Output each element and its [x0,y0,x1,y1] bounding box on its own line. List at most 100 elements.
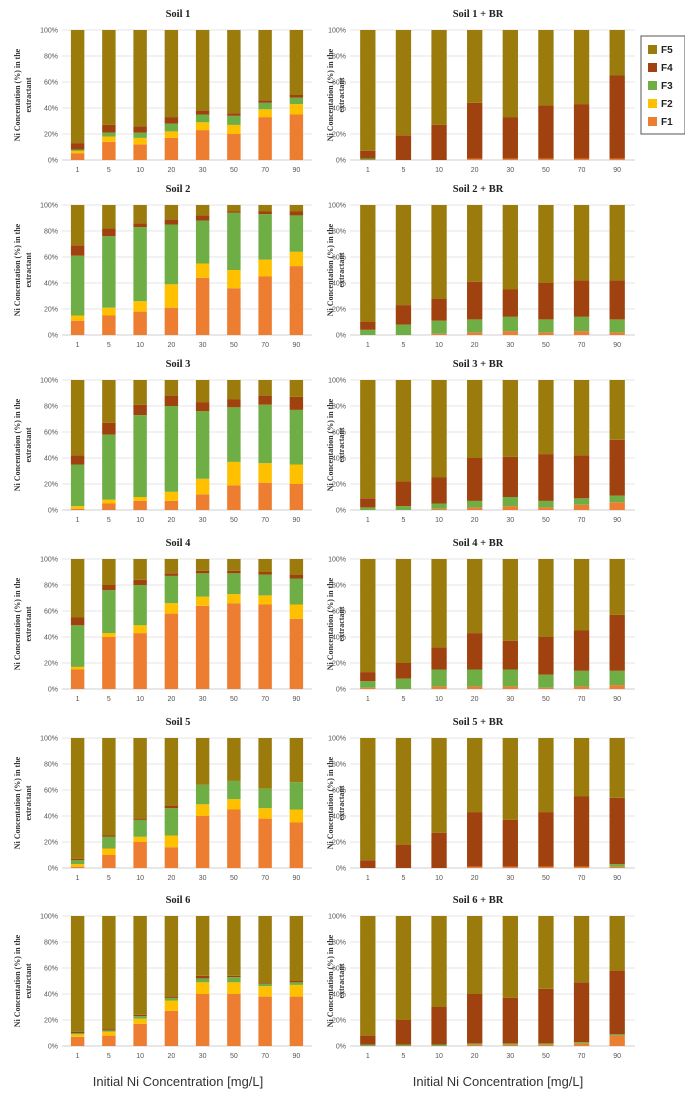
bar-segment-f3 [609,670,625,686]
bar-segment-f1 [609,158,625,160]
x-tick-label: 30 [199,517,207,524]
bar-segment-f1 [102,1035,116,1046]
bar-segment-f5 [609,30,625,76]
x-tick-label: 90 [292,342,300,349]
y-tick-label: 100% [40,203,58,210]
bar-segment-f1 [573,331,590,335]
bar-segment-f1 [195,277,210,335]
bar-segment-f4 [227,211,241,213]
y-tick-label: 20% [44,482,58,489]
bar-segment-f1 [502,506,518,510]
x-tick-label: 50 [542,875,550,882]
bar-segment-f2 [164,491,179,501]
bar-segment-f1 [538,687,554,689]
bar-segment-f4 [573,104,590,159]
bar-segment-f2 [289,604,304,619]
y-tick-label: 20% [332,482,346,489]
bar-segment-f2 [227,982,241,994]
bar-segment-f4 [431,1007,447,1045]
y-axis-label-line: Ni Concentation (%) in the [13,934,22,1027]
y-axis-label-line: Ni Concentation (%) in the [13,48,22,141]
y-axis-label-line: extractant [24,785,33,820]
chart-panel: Soil 1 + BR Ni Concentation (%) in the ext… [326,9,635,174]
bar-segment-f3 [258,788,272,809]
chart-title: Soil 2 + BR [453,184,504,195]
x-tick-label: 50 [230,517,238,524]
bar-segment-f2 [289,104,304,115]
x-tick-label: 30 [199,342,207,349]
bar-segment-f5 [431,380,447,478]
bar-segment-f3 [360,681,376,688]
bar-segment-f1 [227,603,241,689]
bar-segment-f1 [227,288,241,335]
bar-segment-f3 [289,409,304,465]
x-tick-label: 10 [136,875,144,882]
bar-segment-f1 [289,618,304,689]
chart-title: Soil 1 + BR [453,9,504,20]
bar-segment-f3 [467,669,483,687]
bar-segment-f1 [102,637,116,689]
bar-segment-f5 [258,559,272,572]
bar-segment-f4 [258,100,272,103]
x-tick-label: 5 [401,167,405,174]
bar-segment-f2 [164,1000,179,1011]
bar-segment-f1 [289,996,304,1046]
chart-title: Soil 6 [166,895,191,906]
bar-segment-f1 [467,686,483,689]
x-tick-label: 5 [401,875,405,882]
bar-segment-f3 [289,578,304,605]
x-tick-label: 90 [292,696,300,703]
bar-segment-f1 [102,503,116,510]
x-axis-label-left: Initial Ni Concentration [mg/L] [93,1074,264,1089]
legend-swatch-f1 [648,117,657,126]
bar-segment-f5 [502,559,518,641]
bar-segment-f1 [133,1023,147,1046]
bar-segment-f3 [70,625,85,667]
bar-segment-f5 [502,738,518,820]
legend-swatch-f4 [648,63,657,72]
y-axis-label-line: extractant [337,963,346,998]
bar-segment-f1 [502,158,518,160]
bar-segment-f3 [70,255,85,316]
bar-segment-f5 [258,916,272,983]
bar-segment-f4 [573,455,590,499]
x-axis-label-right: Initial Ni Concentration [mg/L] [413,1074,584,1089]
y-tick-label: 100% [328,736,346,743]
bar-segment-f4 [289,396,304,410]
bar-segment-f2 [258,808,272,819]
bar-segment-f1 [70,320,85,335]
chart-panel: Soil 1 Ni Concentation (%) in the extracta… [13,9,312,174]
bar-segment-f4 [573,630,590,671]
x-tick-label: 1 [76,342,80,349]
bar-segment-f1 [164,500,179,510]
x-tick-label: 90 [613,517,621,524]
bar-segment-f5 [102,916,116,1030]
y-tick-label: 0% [48,508,58,515]
bar-segment-f5 [289,559,304,575]
y-tick-label: 40% [44,635,58,642]
y-tick-label: 60% [44,609,58,616]
bar-segment-f4 [467,994,483,1044]
bar-segment-f4 [538,988,554,1044]
bar-segment-f4 [133,1014,147,1017]
y-tick-label: 40% [332,456,346,463]
bar-segment-f5 [502,205,518,290]
y-tick-label: 40% [44,814,58,821]
bar-segment-f2 [102,307,116,316]
bar-segment-f5 [289,738,304,783]
bar-segment-f5 [195,30,210,111]
bar-segment-f5 [133,205,147,224]
bar-segment-f1 [164,613,179,689]
bar-segment-f4 [164,219,179,225]
bar-segment-f3 [502,316,518,332]
bar-segment-f4 [467,281,483,320]
x-tick-label: 50 [542,167,550,174]
bar-segment-f1 [431,686,447,689]
bar-segment-f3 [195,411,210,479]
bar-segment-f1 [133,633,147,689]
y-axis-label: Ni Concentation (%) in the extractant [326,756,346,849]
bar-segment-f5 [431,30,447,125]
x-tick-label: 20 [471,342,479,349]
x-tick-label: 5 [401,517,405,524]
bar-segment-f5 [538,380,554,455]
